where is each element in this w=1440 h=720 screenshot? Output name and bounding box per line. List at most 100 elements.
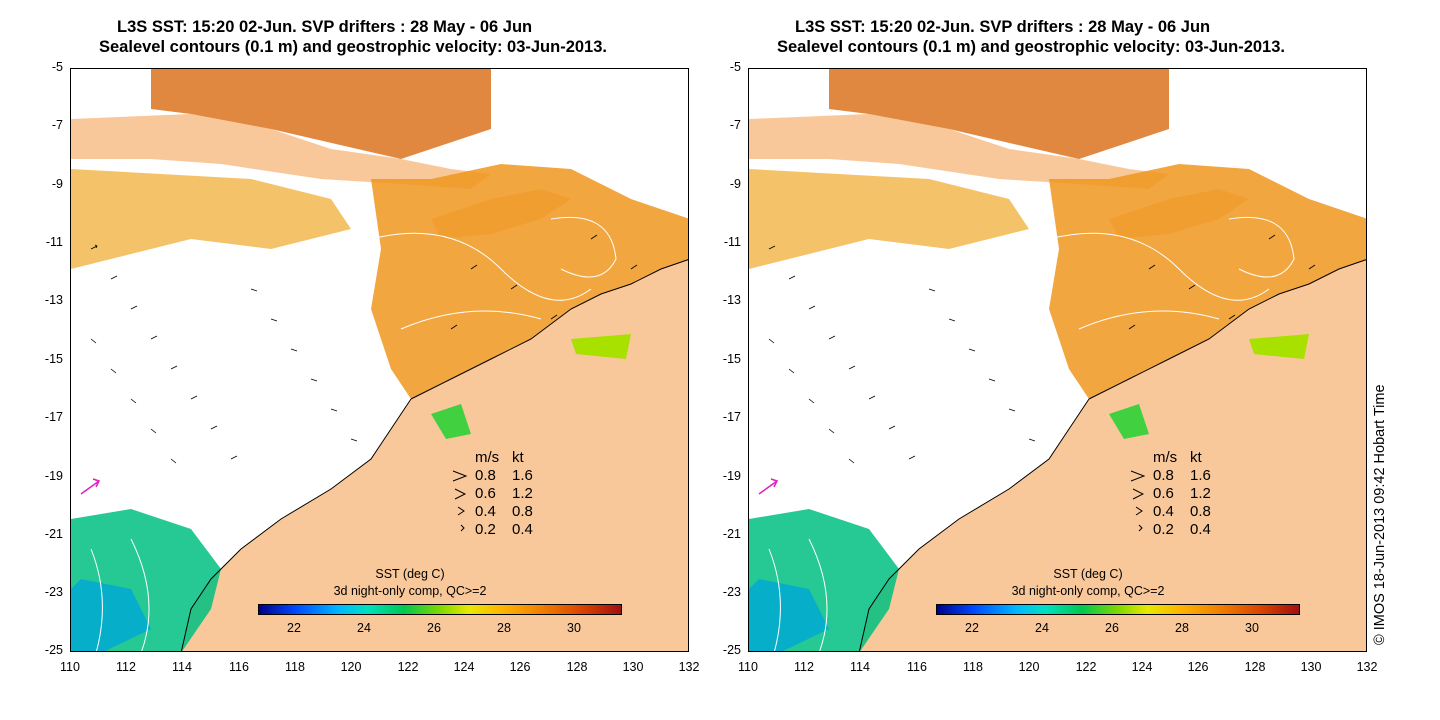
sealevel-contour <box>400 310 542 330</box>
lon-tick: 120 <box>1018 660 1040 674</box>
legend-arrow-0.2 <box>460 524 465 532</box>
sealevel-contour <box>550 216 617 278</box>
copyright-credit: © IMOS 18-Jun-2013 09:42 Hobart Time <box>1372 384 1388 645</box>
legend-kt-value: 0.4 <box>512 521 533 538</box>
legend-ms-value: 0.2 <box>1153 521 1174 538</box>
map-panel-left: L3S SST: 15:20 02-Jun. SVP drifters : 28… <box>0 0 710 720</box>
sst-cold-core <box>71 579 151 651</box>
legend-arrow-0.6 <box>454 488 467 500</box>
legend-kt-value: 0.4 <box>1190 521 1211 538</box>
sealevel-contour <box>1228 216 1295 278</box>
colorbar-tick: 26 <box>427 621 441 635</box>
lat-tick: -13 <box>44 293 63 307</box>
legend-kt-value: 1.6 <box>1190 467 1211 484</box>
lon-tick: 122 <box>397 660 419 674</box>
lat-tick: -9 <box>51 177 63 191</box>
lon-tick: 126 <box>1187 660 1209 674</box>
lon-tick: 124 <box>453 660 475 674</box>
lat-tick: -5 <box>729 60 741 74</box>
sealevel-contour <box>1048 232 1270 301</box>
legend-arrow-0.8 <box>1130 470 1146 482</box>
lon-tick: 118 <box>285 660 305 674</box>
lon-tick: 132 <box>1356 660 1378 674</box>
lon-tick: 130 <box>1300 660 1322 674</box>
lon-tick: 120 <box>340 660 362 674</box>
lat-tick: -17 <box>722 410 741 424</box>
colorbar-tick: 26 <box>1105 621 1119 635</box>
lat-tick: -23 <box>44 585 63 599</box>
legend-arrow-0.8 <box>452 470 468 482</box>
lon-tick: 114 <box>172 660 192 674</box>
panel-title-line2: Sealevel contours (0.1 m) and geostrophi… <box>777 38 1285 56</box>
velocity-arrows <box>768 234 1316 464</box>
lat-tick: -9 <box>729 177 741 191</box>
lon-tick: 110 <box>60 660 80 674</box>
lon-tick: 128 <box>1244 660 1266 674</box>
sst-north-warm <box>829 69 1169 159</box>
lat-tick: -21 <box>44 527 63 541</box>
sst-warm-region <box>1049 164 1366 399</box>
lat-tick: -11 <box>45 235 63 249</box>
lat-tick: -15 <box>44 352 63 366</box>
legend-arrow-0.4 <box>1135 506 1143 516</box>
sst-warm-region <box>371 164 688 399</box>
legend-ms-value: 0.2 <box>475 521 496 538</box>
sealevel-contour <box>370 232 592 301</box>
legend-kt-value: 1.2 <box>1190 485 1211 502</box>
lat-tick: -19 <box>722 469 741 483</box>
lon-tick: 114 <box>850 660 870 674</box>
drifter-track <box>758 480 778 495</box>
sst-map <box>749 69 1366 651</box>
legend-ms-value: 0.4 <box>475 503 496 520</box>
drifter-track <box>80 480 100 495</box>
legend-ms-value: 0.6 <box>1153 485 1174 502</box>
colorbar-tick: 22 <box>965 621 979 635</box>
colorbar-tick: 30 <box>1245 621 1259 635</box>
velocity-arrows <box>90 234 638 464</box>
lat-tick: -13 <box>722 293 741 307</box>
lat-tick: -5 <box>51 60 63 74</box>
legend-kt-value: 1.6 <box>512 467 533 484</box>
sealevel-contour <box>1078 310 1220 330</box>
lon-tick: 128 <box>566 660 588 674</box>
coastline <box>410 259 688 400</box>
sst-west-patches <box>749 169 1029 269</box>
panel-title-line1: L3S SST: 15:20 02-Jun. SVP drifters : 28… <box>795 18 1211 36</box>
lat-tick: -11 <box>723 235 741 249</box>
coastline <box>1088 259 1366 400</box>
legend-ms-value: 0.8 <box>1153 467 1174 484</box>
map-plot-area <box>748 68 1367 652</box>
sst-colorbar <box>258 604 622 615</box>
land-australia <box>859 259 1366 651</box>
legend-arrow-0.4 <box>457 506 465 516</box>
legend-ms-header: m/s <box>475 449 500 466</box>
lat-tick: -7 <box>51 118 63 132</box>
sst-cold-core <box>749 579 829 651</box>
sst-coast-green <box>431 404 471 439</box>
lat-tick: -7 <box>729 118 741 132</box>
lon-tick: 132 <box>678 660 700 674</box>
map-plot-area <box>70 68 689 652</box>
legend-kt-value: 0.8 <box>1190 503 1211 520</box>
lon-tick: 124 <box>1131 660 1153 674</box>
lat-tick: -21 <box>722 527 741 541</box>
lat-tick: -25 <box>722 643 741 657</box>
lon-tick: 110 <box>738 660 758 674</box>
colorbar-tick: 24 <box>1035 621 1049 635</box>
sealevel-contour <box>130 538 150 651</box>
lat-tick: -25 <box>44 643 63 657</box>
colorbar-title: SST (deg C) <box>1053 567 1123 581</box>
colorbar-tick: 28 <box>497 621 511 635</box>
sst-coast-green-2 <box>571 334 631 359</box>
drifter-arrowhead <box>92 478 101 488</box>
panel-title-line1: L3S SST: 15:20 02-Jun. SVP drifters : 28… <box>117 18 533 36</box>
colorbar-title: SST (deg C) <box>375 567 445 581</box>
panel-title-line2: Sealevel contours (0.1 m) and geostrophi… <box>99 38 607 56</box>
legend-arrow-0.6 <box>1132 488 1145 500</box>
colorbar-tick: 22 <box>287 621 301 635</box>
legend-arrow-0.2 <box>1138 524 1143 532</box>
sealevel-contour <box>90 548 103 651</box>
lon-tick: 118 <box>963 660 983 674</box>
map-panel-right: L3S SST: 15:20 02-Jun. SVP drifters : 28… <box>678 0 1388 720</box>
colorbar-tick: 28 <box>1175 621 1189 635</box>
